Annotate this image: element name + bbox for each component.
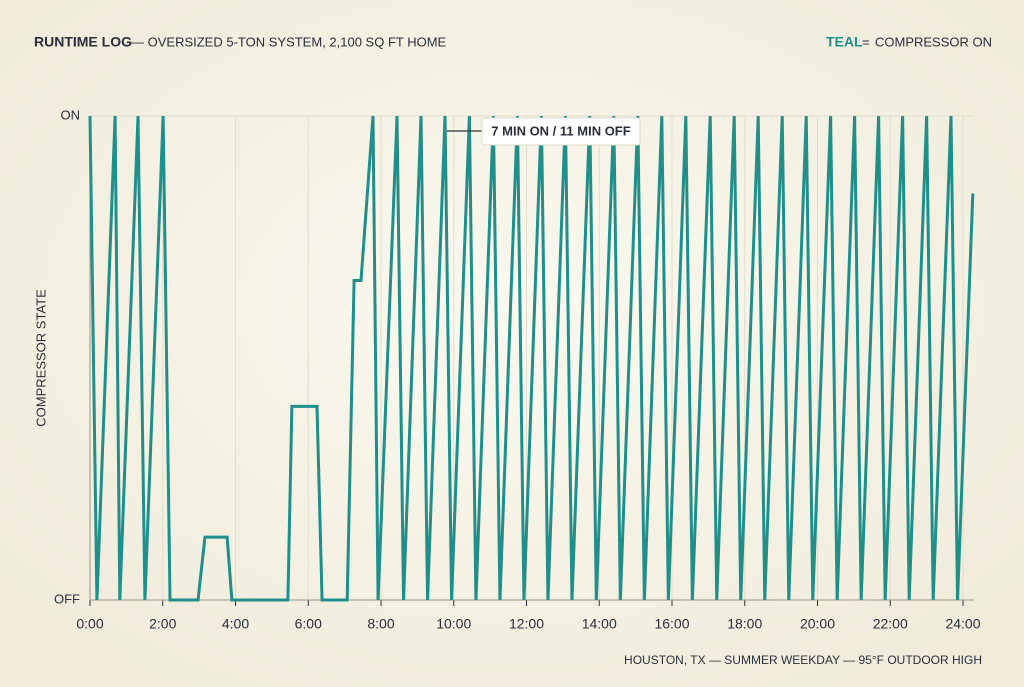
plot-area: OFF ON 0:00 2:00 4:00 6:00 8:00 10:00 12:00 14:00… <box>54 107 981 631</box>
x-tick-label: 16:00 <box>654 616 689 632</box>
y-tick-label: OFF <box>54 591 80 606</box>
footer: HOUSTON, TX — SUMMER WEEKDAY — 95°F OUTD… <box>624 653 982 667</box>
x-tick-label: 2:00 <box>149 616 176 632</box>
x-tick-label: 0:00 <box>76 616 103 632</box>
annotation: 7 MIN ON / 11 MIN OFF <box>491 123 630 138</box>
x-tick-label: 12:00 <box>509 616 544 632</box>
chart-subtitle: — OVERSIZED 5-TON SYSTEM, 2,100 SQ FT HO… <box>131 34 447 49</box>
y-axis-label: COMPRESSOR STATE <box>33 289 48 427</box>
x-tick-label: 6:00 <box>295 616 322 632</box>
legend-label: COMPRESSOR ON <box>875 34 992 49</box>
x-tick-label: 8:00 <box>367 616 394 632</box>
x-tick-label: 22:00 <box>873 616 908 632</box>
chart-title: RUNTIME LOG <box>34 34 132 50</box>
annotation-box <box>481 117 641 146</box>
data-line <box>88 115 975 602</box>
legend-separator: = <box>862 34 870 49</box>
x-tick-label: 20:00 <box>800 616 835 632</box>
x-tick-label: 4:00 <box>222 616 249 632</box>
x-tick-label: 24:00 <box>945 616 980 632</box>
y-tick-label: ON <box>61 107 81 122</box>
x-tick-label: 10:00 <box>436 616 471 632</box>
x-tick-label: 14:00 <box>582 616 617 632</box>
x-tick-label: 18:00 <box>727 616 762 632</box>
legend-key: TEAL <box>826 34 863 50</box>
